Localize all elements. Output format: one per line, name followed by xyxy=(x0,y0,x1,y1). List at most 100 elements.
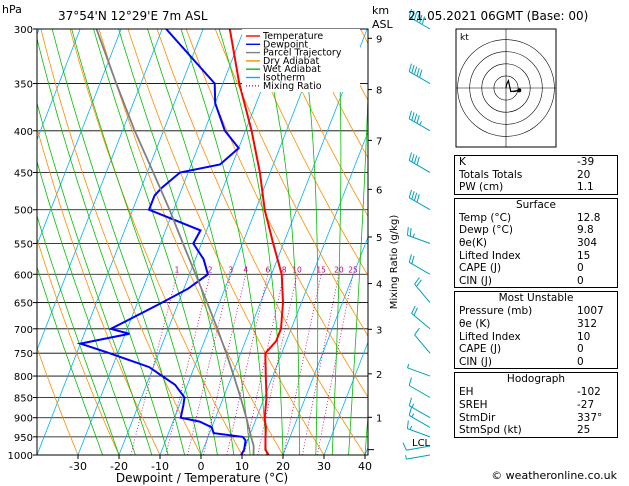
hodograph-unit: kt xyxy=(460,33,469,43)
hpa-unit: hPa xyxy=(2,3,22,16)
parcel-trajectory-line xyxy=(95,29,255,455)
dry-adiabat-line xyxy=(69,29,243,455)
wet-adiabat-line xyxy=(51,29,185,455)
wind-barb-flag xyxy=(411,112,415,121)
mixing-ratio-label: 25 xyxy=(348,265,358,274)
wind-barb xyxy=(408,189,431,211)
wind-barb-flag xyxy=(402,442,407,451)
dry-adiabat-line xyxy=(37,126,161,455)
mixing-ratio-line xyxy=(203,274,247,455)
wind-barb-staff xyxy=(407,428,431,438)
isotherm-line xyxy=(37,29,81,141)
x-axis-label: Dewpoint / Temperature (°C) xyxy=(116,471,288,485)
pressure-tick-label: 900 xyxy=(14,414,33,425)
height-tick-label: 4 xyxy=(376,280,382,291)
mixing-ratio-axis-label: Mixing Ratio (g/kg) xyxy=(389,215,400,310)
indices-panel: K -39 Totals Totals 20 PW (cm) 1.1 Surface … xyxy=(454,155,618,441)
mixing-ratio-label: 8 xyxy=(282,265,287,274)
most-unstable-block: Most Unstable Pressure (mb) 1007 θe (K) 31… xyxy=(454,291,618,370)
pressure-tick-label: 400 xyxy=(14,127,33,138)
wind-barb-flag xyxy=(411,153,415,163)
dry-adiabat-line xyxy=(40,29,202,455)
wind-barb xyxy=(411,305,431,330)
wind-barb-flag xyxy=(416,13,420,22)
dry-adiabat-line xyxy=(185,29,368,398)
wet-adiabat-line xyxy=(71,29,202,455)
temperature-tick-label: -20 xyxy=(110,460,128,473)
mixing-ratio-line xyxy=(243,274,285,455)
wind-barb-flag xyxy=(414,327,420,336)
dry-adiabat-line xyxy=(37,346,79,455)
dry-adiabat-line xyxy=(243,29,368,277)
wind-barb-flag xyxy=(421,16,425,25)
temperature-tick-label: 20 xyxy=(276,460,290,473)
location-title: 37°54'N 12°29'E 7m ASL xyxy=(58,9,208,23)
wind-barb xyxy=(408,152,431,173)
pressure-axis: 300 350 400 450 500 550 600 650 700 750 800 850 900 9… xyxy=(8,25,37,462)
dry-adiabat-line xyxy=(156,29,366,455)
wet-adiabat-line xyxy=(180,29,267,455)
temperature-tick-label: -10 xyxy=(151,460,169,473)
wind-barb-flag xyxy=(419,14,423,24)
most-unstable-row: CAPE (J) 0 xyxy=(459,343,584,356)
legend-label: Dewpoint xyxy=(263,39,308,50)
mixing-ratio-label: 1 xyxy=(175,265,180,274)
height-axis: 9 8 7 6 5 4 3 2 1 xyxy=(368,34,382,451)
storm-motion-marker xyxy=(517,88,522,93)
temperature-tick-label: 0 xyxy=(198,460,205,473)
mixing-ratio-label: 10 xyxy=(292,265,302,274)
mixing-ratio-line xyxy=(226,274,269,455)
wind-barb xyxy=(405,454,431,460)
mixing-ratio-label: 20 xyxy=(334,265,344,274)
height-tick-label: 2 xyxy=(376,370,382,381)
dewpoint-line xyxy=(76,29,247,455)
wind-barb-flag xyxy=(413,155,418,164)
wind-barb-staff xyxy=(407,234,431,244)
wet-adiabat-line xyxy=(37,36,169,455)
hodograph: kt xyxy=(455,28,557,148)
surface-block: Surface Temp (°C) 12.8 Dewp (°C) 9.8 θe(K)… xyxy=(454,197,618,289)
most-unstable-row: Pressure (mb) 1007 xyxy=(459,305,604,318)
pressure-tick-label: 800 xyxy=(14,372,33,383)
legend-label: Wet Adiabat xyxy=(263,64,321,75)
wind-barb-flag xyxy=(416,67,420,77)
legend-label: Parcel Trajectory xyxy=(263,48,342,59)
wind-barb xyxy=(408,407,431,428)
wind-barb-flag xyxy=(413,113,418,122)
wind-barb-flag xyxy=(406,227,409,236)
isotherm-line xyxy=(77,29,245,455)
mixing-ratio-line xyxy=(316,274,354,455)
isotherm-line xyxy=(323,341,368,455)
plot-frame xyxy=(36,28,369,456)
pressure-tick-label: 600 xyxy=(14,270,33,281)
wind-barb-flag xyxy=(416,194,420,203)
wind-barb-flag xyxy=(408,407,412,416)
wind-barb-staff xyxy=(408,197,431,211)
height-tick-label: 8 xyxy=(376,86,382,97)
hodograph-row: SREH -27 xyxy=(459,398,595,411)
legend-label: Mixing Ratio xyxy=(263,81,322,92)
mixing-ratio-label: 2 xyxy=(208,265,213,274)
wind-barb-flag xyxy=(408,397,412,406)
surface-row: Lifted Index 15 xyxy=(459,249,591,262)
wet-adiabat-lines xyxy=(37,29,368,455)
wet-adiabat-line xyxy=(300,29,319,455)
wind-barb xyxy=(408,377,431,398)
wind-barb-staff xyxy=(407,367,431,377)
mixing-ratio-label: 3 xyxy=(228,265,233,274)
dry-adiabat-line xyxy=(214,29,368,337)
wind-barb xyxy=(414,327,431,354)
wind-barb-staff xyxy=(408,405,431,419)
index-row: Totals Totals 20 xyxy=(459,168,591,181)
dry-adiabat-line xyxy=(98,29,284,455)
wind-barb-flag xyxy=(406,420,409,429)
wind-barb-flag xyxy=(416,115,420,124)
wind-barb-flag xyxy=(413,66,418,75)
wind-barb xyxy=(406,363,431,377)
surface-row: Dewp (°C) 9.8 xyxy=(459,224,594,237)
wet-adiabat-line xyxy=(37,101,153,455)
isotherm-line xyxy=(241,130,368,455)
dry-adiabat-line xyxy=(272,29,368,218)
